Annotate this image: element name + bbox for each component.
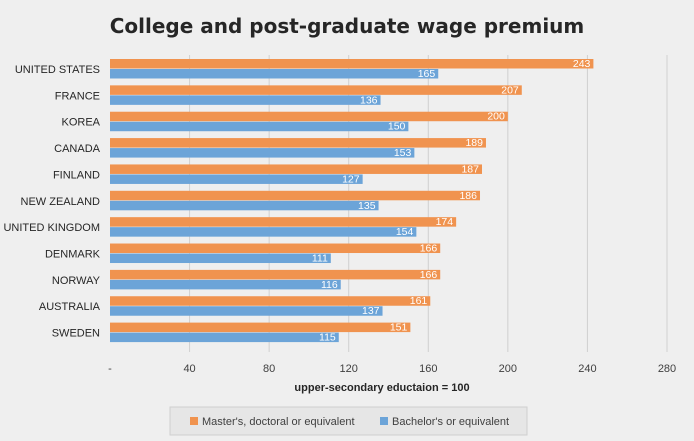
data-label-bachelors-new-zealand: 135 — [358, 200, 376, 212]
data-label-masters-new-zealand: 186 — [459, 190, 477, 202]
x-axis-ticks: - 40 80 120 160 200 240 280 — [108, 363, 676, 375]
bar-bachelors-finland — [110, 174, 363, 184]
category-label-norway: NORWAY — [52, 275, 101, 287]
bar-masters-denmark — [110, 243, 441, 254]
data-label-bachelors-united-kingdom: 154 — [396, 226, 414, 238]
data-label-bachelors-united-states: 165 — [418, 68, 436, 80]
category-label-australia: AUSTRALIA — [39, 301, 101, 313]
legend-label-bachelors: Bachelor's or equivalent — [392, 416, 509, 428]
bar-masters-korea — [110, 111, 508, 122]
bar-masters-united-states — [110, 59, 594, 69]
bar-bachelors-united-states — [110, 69, 439, 79]
data-label-masters-canada: 189 — [465, 137, 483, 149]
category-label-finland: FINLAND — [53, 169, 100, 181]
bar-bachelors-united-kingdom — [110, 227, 417, 237]
legend-box — [169, 406, 528, 436]
category-label-korea: KOREA — [61, 117, 100, 129]
data-label-masters-australia: 161 — [410, 295, 428, 307]
bar-bachelors-canada — [110, 148, 415, 158]
data-label-masters-finland: 187 — [461, 163, 479, 175]
bar-bachelors-korea — [110, 121, 409, 132]
data-label-masters-united-states: 243 — [573, 58, 591, 70]
category-label-united-states: UNITED STATES — [15, 64, 100, 76]
category-label-sweden: SWEDEN — [52, 328, 100, 340]
bar-masters-united-kingdom — [110, 217, 457, 227]
bar-masters-canada — [110, 138, 486, 148]
category-label-france: FRANCE — [55, 90, 100, 102]
bar-masters-new-zealand — [110, 190, 481, 201]
category-label-canada: CANADA — [54, 143, 101, 155]
legend-label-masters: Master's, doctoral or equivalent — [202, 416, 355, 428]
data-label-bachelors-korea: 150 — [388, 121, 406, 133]
x-tick-label-80: 80 — [263, 363, 275, 375]
bar-masters-france — [110, 85, 522, 95]
x-tick-label-280: 280 — [658, 363, 676, 375]
bar-masters-finland — [110, 164, 482, 174]
data-label-bachelors-canada: 153 — [394, 147, 412, 159]
category-label-new-zealand: NEW ZEALAND — [21, 196, 101, 208]
bar-bachelors-sweden — [110, 332, 339, 343]
bar-masters-norway — [110, 269, 441, 280]
chart-title: College and post-graduate wage premium — [110, 14, 585, 38]
legend-swatch-bachelors — [380, 417, 388, 425]
bar-bachelors-australia — [110, 306, 383, 316]
data-label-masters-united-kingdom: 174 — [436, 216, 454, 228]
bar-bachelors-new-zealand — [110, 200, 379, 211]
x-tick-label-200: 200 — [499, 363, 517, 375]
x-tick-label-0: - — [108, 363, 112, 375]
x-tick-label-40: 40 — [183, 363, 195, 375]
legend-swatch-masters — [190, 417, 198, 425]
data-label-bachelors-denmark: 111 — [312, 253, 328, 265]
data-label-bachelors-sweden: 115 — [319, 332, 336, 344]
data-label-bachelors-norway: 116 — [321, 279, 338, 291]
data-label-bachelors-australia: 137 — [362, 305, 380, 317]
category-label-united-kingdom: UNITED KINGDOM — [3, 222, 100, 234]
bar-masters-sweden — [110, 322, 411, 333]
data-label-bachelors-france: 136 — [360, 94, 378, 106]
bar-bachelors-france — [110, 95, 381, 105]
category-label-denmark: DENMARK — [45, 249, 101, 261]
data-label-masters-korea: 200 — [487, 111, 505, 123]
legend: Master's, doctoral or equivalent Bachelo… — [169, 406, 528, 436]
data-label-masters-denmark: 166 — [420, 243, 438, 255]
x-tick-label-240: 240 — [578, 363, 596, 375]
data-label-bachelors-finland: 127 — [342, 173, 360, 185]
bar-bachelors-denmark — [110, 253, 331, 264]
bar-bachelors-norway — [110, 279, 341, 290]
category-labels: UNITED STATES FRANCE KOREA CANADA FINLAND NEW… — [3, 64, 100, 340]
x-axis-label: upper-secondary eductaion = 100 — [294, 382, 469, 394]
data-label-masters-france: 207 — [501, 84, 519, 96]
data-labels: 243 165 207 136 200 150 189 153 187 127 186 135 174 1… — [312, 58, 591, 344]
data-label-masters-sweden: 151 — [390, 322, 408, 334]
bars — [110, 59, 594, 343]
x-tick-label-120: 120 — [340, 363, 358, 375]
x-tick-label-160: 160 — [419, 363, 437, 375]
bar-masters-australia — [110, 296, 431, 306]
data-label-masters-norway: 166 — [420, 269, 438, 281]
